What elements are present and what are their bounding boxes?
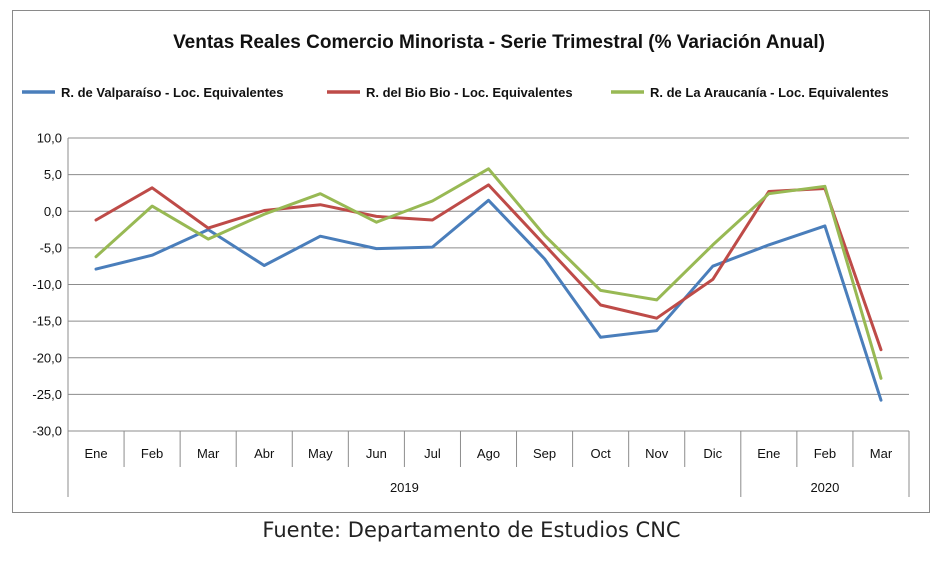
x-category-label: Mar	[870, 446, 893, 461]
y-tick-label: 10,0	[37, 131, 62, 146]
y-tick-label: -25,0	[32, 387, 62, 402]
x-group-label: 2019	[390, 480, 419, 495]
x-category-label: Dic	[703, 446, 722, 461]
gridlines	[68, 137, 909, 432]
legend-entry-label: R. del Bio Bio - Loc. Equivalentes	[366, 85, 573, 100]
y-tick-label: 0,0	[44, 204, 62, 219]
x-category-label: May	[308, 446, 333, 461]
x-group-label: 2020	[810, 480, 839, 495]
x-category-label: Nov	[645, 446, 669, 461]
x-category-label: Feb	[141, 446, 163, 461]
y-tick-label: -30,0	[32, 424, 62, 439]
x-category-label: Ago	[477, 446, 500, 461]
x-category-label: Oct	[591, 446, 612, 461]
chart-frame	[12, 10, 930, 513]
x-category-label: Mar	[197, 446, 220, 461]
y-tick-label: -10,0	[32, 277, 62, 292]
x-category-label: Abr	[254, 446, 275, 461]
x-category-label: Jun	[366, 446, 387, 461]
chart-title: Ventas Reales Comercio Minorista - Serie…	[173, 32, 825, 53]
legend-entry-label: R. de Valparaíso - Loc. Equivalentes	[61, 85, 284, 100]
y-tick-label: -15,0	[32, 314, 62, 329]
series-line-1	[94, 198, 883, 402]
series-line-2	[94, 183, 883, 352]
y-tick-label: -5,0	[40, 240, 62, 255]
series-line-3	[94, 167, 883, 380]
y-tick-label: 5,0	[44, 167, 62, 182]
legend: R. de Valparaíso - Loc. Equivalentes R. d…	[22, 85, 889, 100]
x-category-label: Ene	[757, 446, 780, 461]
x-category-label: Feb	[814, 446, 836, 461]
x-category-label: Ene	[84, 446, 107, 461]
axes: 10,0 5,0 0,0 -5,0 -10,0 -15,0 -20,0 -25,0 -30,0 E…	[32, 131, 910, 497]
legend-entry-label: R. de La Araucanía - Loc. Equivalentes	[650, 85, 889, 100]
x-category-label: Sep	[533, 446, 556, 461]
x-category-label: Jul	[424, 446, 441, 461]
y-tick-label: -20,0	[32, 350, 62, 365]
source-note: Fuente: Departamento de Estudios CNC	[262, 518, 681, 542]
series-lines	[94, 167, 883, 402]
